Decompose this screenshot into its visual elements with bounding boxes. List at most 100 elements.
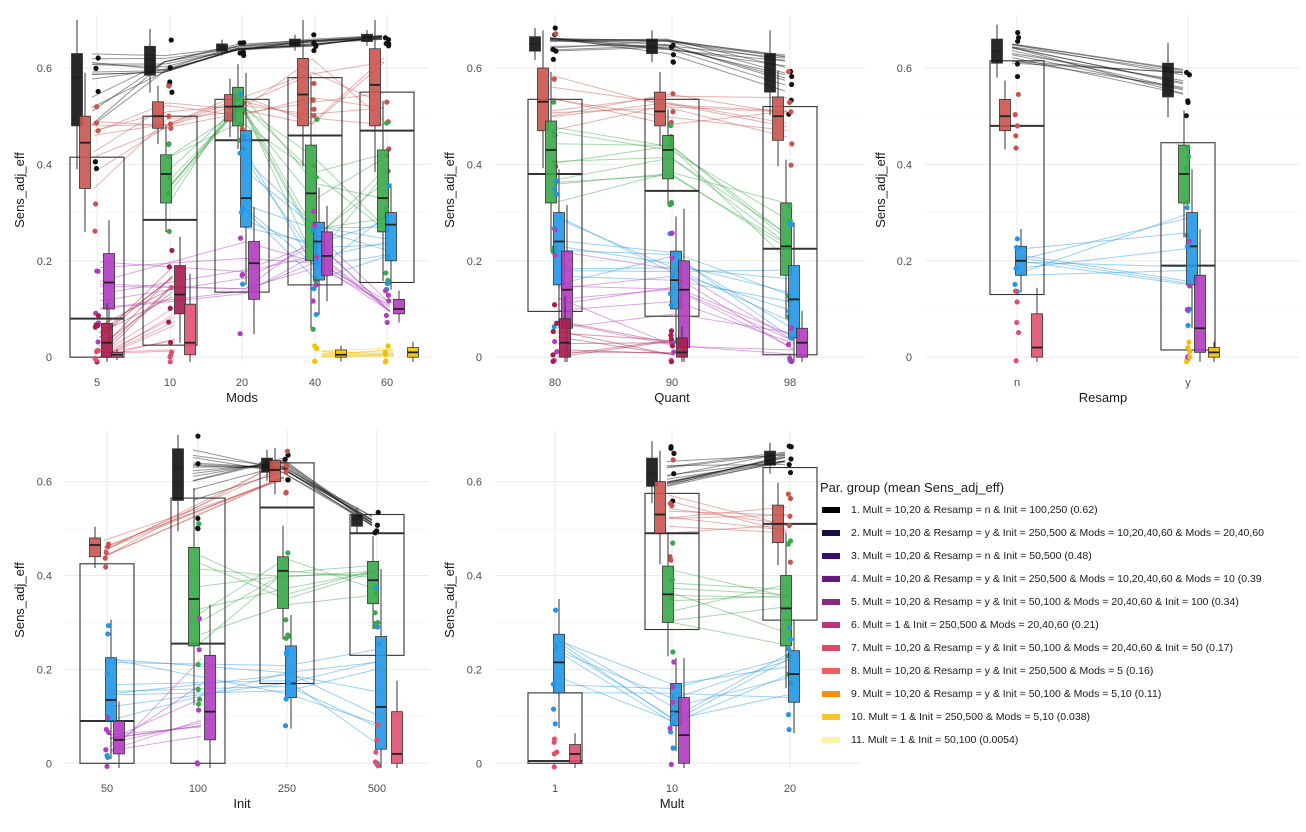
y-tick-label: 0.6 xyxy=(467,63,482,75)
panel-quant: 0 0.2 0.4 0.6 80 90 98 Quant Sens_adj_eff xyxy=(442,15,865,405)
data-point xyxy=(313,43,319,49)
trajectory-line xyxy=(99,241,391,303)
legend-swatch xyxy=(822,553,840,559)
data-point xyxy=(670,699,676,705)
data-point xyxy=(237,150,243,156)
data-point xyxy=(237,235,244,241)
group-box-1 xyxy=(216,43,228,52)
data-point xyxy=(668,138,674,144)
group-box-8 xyxy=(1031,313,1043,358)
group-box-6 xyxy=(89,537,101,558)
data-point xyxy=(285,452,291,458)
trajectory-line xyxy=(557,351,675,354)
data-point xyxy=(554,320,560,326)
trajectory-line xyxy=(168,103,387,238)
data-point xyxy=(93,65,99,71)
legend-swatch xyxy=(822,622,840,628)
data-point xyxy=(554,749,560,755)
data-point xyxy=(311,80,317,87)
overall-box-80 xyxy=(527,98,583,312)
x-tick-label: 20 xyxy=(784,783,796,795)
data-point xyxy=(195,461,201,467)
y-tick-label: 0 xyxy=(476,352,482,364)
y-tick-label: 0.4 xyxy=(37,159,52,171)
legend-label: 2. Mult = 10,20 & Resamp = y & Init = 25… xyxy=(851,527,1264,539)
y-axis-title: Sens_adj_eff xyxy=(12,152,27,228)
data-point xyxy=(1185,154,1192,160)
data-point xyxy=(786,462,792,468)
trajectory-line xyxy=(670,594,790,599)
trajectory-line xyxy=(321,347,394,352)
data-point xyxy=(283,635,289,641)
x-tick-label: 98 xyxy=(784,377,796,389)
data-point xyxy=(1015,329,1022,336)
data-point xyxy=(95,268,101,274)
data-point xyxy=(195,686,201,692)
trajectory-line xyxy=(91,35,383,65)
data-point xyxy=(553,31,559,37)
data-point xyxy=(385,253,391,260)
trajectory-line xyxy=(549,38,786,68)
data-point xyxy=(551,129,557,135)
trajectory-line xyxy=(91,38,383,112)
data-point xyxy=(552,338,558,345)
data-point xyxy=(552,25,558,31)
trajectory-line xyxy=(549,45,786,59)
legend-swatch xyxy=(822,576,840,582)
data-point xyxy=(283,469,289,475)
x-tick-label: 20 xyxy=(236,377,248,389)
data-point xyxy=(786,522,792,529)
data-point xyxy=(1014,299,1020,305)
legend-label: 3. Mult = 10,20 & Resamp = n & Init = 50… xyxy=(851,550,1092,562)
trajectory-line xyxy=(192,463,373,526)
data-point xyxy=(1012,281,1018,288)
trajectory-line xyxy=(168,102,387,232)
group-box-3 xyxy=(553,212,565,286)
data-point xyxy=(670,684,676,690)
overall-box-90 xyxy=(644,98,700,317)
data-point xyxy=(670,457,676,463)
data-point xyxy=(166,83,172,89)
data-point xyxy=(1014,319,1020,326)
x-tick-label: y xyxy=(1185,377,1191,389)
data-point xyxy=(1186,339,1192,345)
x-tick-labels: 80 90 98 xyxy=(549,377,796,389)
data-point xyxy=(667,500,673,507)
data-point xyxy=(1185,144,1191,150)
data-point xyxy=(311,47,317,54)
data-point xyxy=(385,343,391,349)
data-point xyxy=(787,559,793,565)
data-point xyxy=(375,763,381,769)
data-point xyxy=(238,209,245,215)
data-point xyxy=(670,109,676,115)
group-box-5 xyxy=(678,260,690,348)
data-point xyxy=(283,696,289,702)
data-point xyxy=(670,59,676,65)
y-tick-label: 0.2 xyxy=(37,256,52,268)
data-point xyxy=(95,339,101,345)
data-point xyxy=(671,450,677,456)
trajectory-line xyxy=(549,39,786,62)
data-point xyxy=(668,122,674,129)
trajectory-line xyxy=(321,349,394,356)
data-point xyxy=(671,349,677,355)
trajectory-line xyxy=(109,683,202,747)
x-axis-title: Resamp xyxy=(1079,390,1127,405)
data-point xyxy=(383,358,389,364)
data-point xyxy=(168,37,174,43)
data-point xyxy=(104,763,110,769)
data-point xyxy=(311,106,317,112)
data-point xyxy=(787,513,793,519)
group-box-4 xyxy=(662,135,674,180)
x-tick-label: 40 xyxy=(309,377,321,389)
trajectory-line xyxy=(109,698,202,740)
trajectory-line xyxy=(192,465,373,518)
data-point xyxy=(313,233,319,239)
data-point xyxy=(668,359,675,365)
y-axis-title: Sens_adj_eff xyxy=(442,562,457,638)
trajectory-line xyxy=(321,354,394,357)
trajectory-line xyxy=(99,252,391,312)
trajectory-line xyxy=(668,494,788,526)
data-point xyxy=(106,729,112,736)
trajectory-line xyxy=(557,320,675,345)
